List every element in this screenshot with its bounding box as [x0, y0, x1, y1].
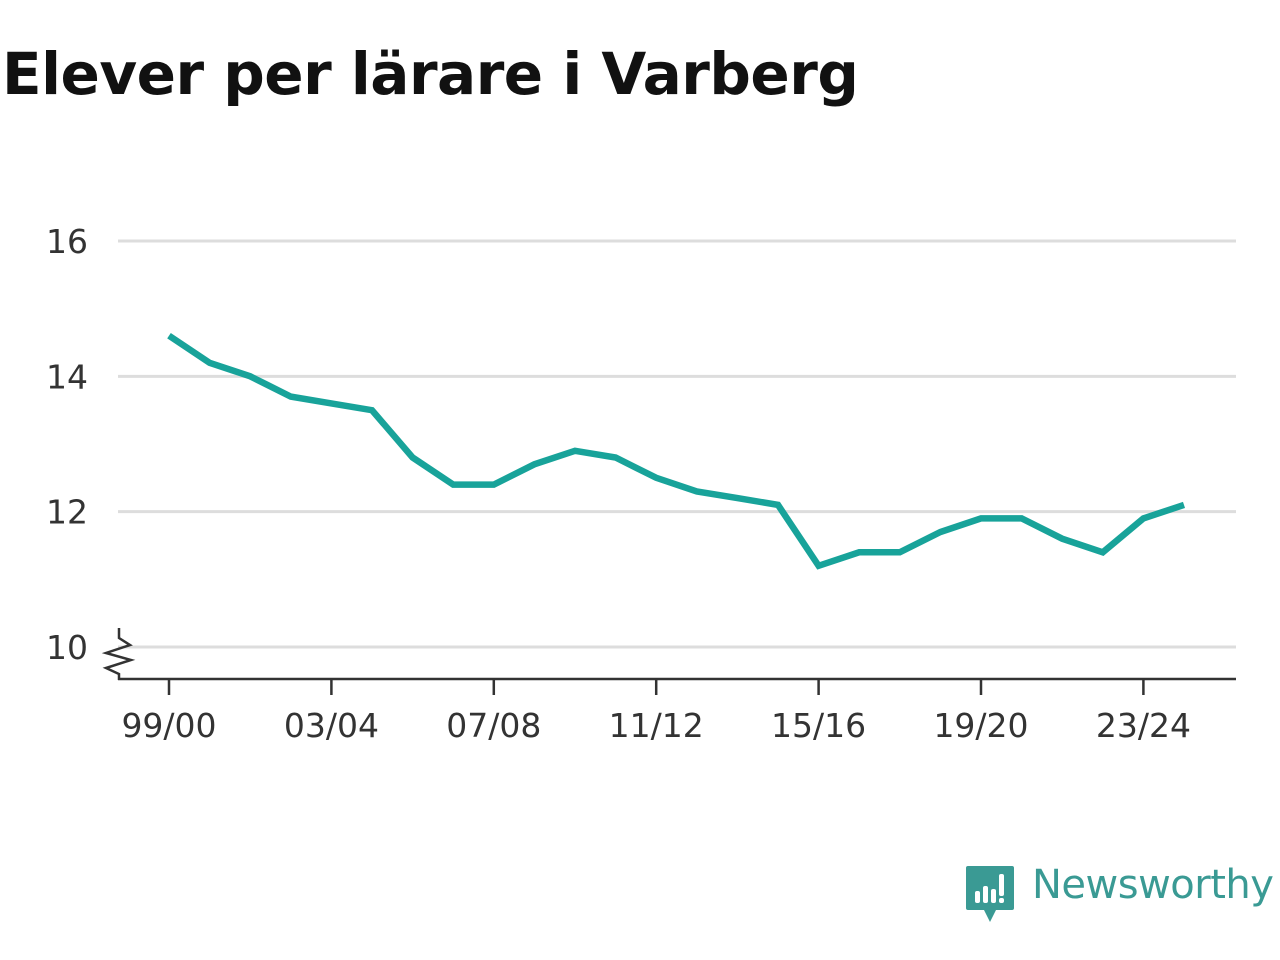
- x-tick-label: 23/24: [1096, 706, 1191, 745]
- line-chart: 10 12 14 16 99/00 03/04 07/08 11/12 15/16 19/20 2…: [46, 222, 1236, 745]
- y-tick-label: 16: [46, 222, 88, 261]
- series-line-0: [167, 332, 1186, 570]
- x-axis: [101, 628, 1236, 695]
- x-tick-label: 19/20: [933, 706, 1028, 745]
- y-tick-label: 14: [46, 357, 88, 396]
- x-tick-label: 99/00: [121, 706, 216, 745]
- brand-name: Newsworthy: [1032, 862, 1274, 908]
- y-axis-break-icon: [101, 628, 136, 680]
- x-tick-label: 15/16: [771, 706, 866, 745]
- gridlines: [118, 239, 1236, 649]
- y-axis-labels: 10 12 14 16: [46, 222, 88, 667]
- series-layer: [167, 332, 1186, 570]
- x-tick-label: 11/12: [609, 706, 704, 745]
- y-tick-label: 10: [46, 628, 88, 667]
- x-axis-labels: 99/00 03/04 07/08 11/12 15/16 19/20 23/24: [121, 706, 1191, 745]
- x-tick-label: 07/08: [446, 706, 541, 745]
- y-tick-label: 12: [46, 493, 88, 532]
- x-tick-label: 03/04: [284, 706, 379, 745]
- chart-title: Elever per lärare i Varberg: [2, 40, 859, 108]
- newsworthy-logo-icon: [966, 866, 1014, 922]
- newsworthy-brand: Newsworthy: [964, 862, 1274, 928]
